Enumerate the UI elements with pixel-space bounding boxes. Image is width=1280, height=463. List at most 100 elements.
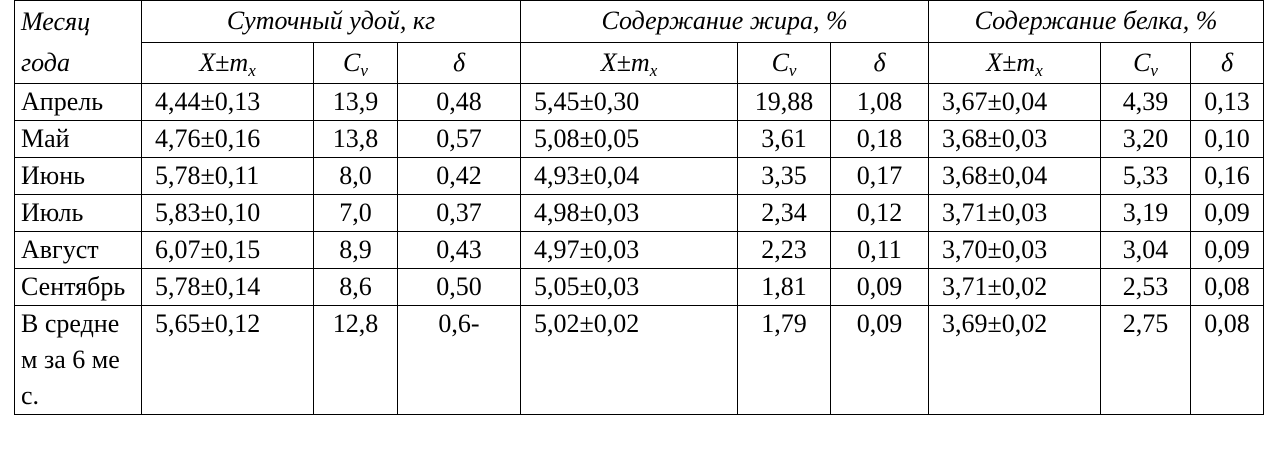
- subheader-sub: x: [649, 60, 658, 80]
- data-table: Месяц года Суточный удой, кг Содержание жи…: [14, 0, 1265, 415]
- cell: 0,09: [1190, 231, 1265, 269]
- cell: 3,68±0,04: [928, 157, 1102, 195]
- cell: 0,11: [830, 231, 930, 269]
- cell: 4,98±0,03: [520, 194, 739, 232]
- cell: 5,78±0,14: [141, 268, 314, 306]
- subheader: X±mx: [141, 41, 314, 84]
- cell: 5,83±0,10: [141, 194, 314, 232]
- cell: 3,67±0,04: [928, 83, 1102, 121]
- table-row: Июль 5,83±0,10 7,0 0,37 4,98±0,03 2,34 0,12 3,7…: [14, 194, 1265, 232]
- cell: 12,8: [313, 305, 398, 415]
- cell: 5,02±0,02: [520, 305, 739, 415]
- cell: 0,12: [830, 194, 930, 232]
- group-header: Суточный удой, кг: [140, 0, 522, 43]
- cell: 4,76±0,16: [141, 120, 314, 158]
- cell: 0,08: [1190, 305, 1265, 415]
- cell: 0,43: [396, 231, 522, 269]
- cell: 0,6-: [396, 305, 522, 415]
- cell: 4,44±0,13: [141, 83, 314, 121]
- subheader-main: C: [1133, 47, 1151, 77]
- cell: 3,68±0,03: [928, 120, 1102, 158]
- cell: 5,78±0,11: [141, 157, 314, 195]
- cell: 0,13: [1190, 83, 1265, 121]
- cell: 5,05±0,03: [520, 268, 739, 306]
- header-row: Месяц года Суточный удой, кг Содержание жи…: [14, 0, 1265, 84]
- cell: 0,08: [1190, 268, 1265, 306]
- cell: 5,08±0,05: [520, 120, 739, 158]
- table-row: Май 4,76±0,16 13,8 0,57 5,08±0,05 3,61 0,18 3,6…: [14, 120, 1265, 158]
- cell: 4,93±0,04: [520, 157, 739, 195]
- cell: 8,9: [313, 231, 398, 269]
- table-row: Август 6,07±0,15 8,9 0,43 4,97±0,03 2,23 0,11 3…: [14, 231, 1265, 269]
- table-header: Месяц года Суточный удой, кг Содержание жи…: [14, 0, 1265, 84]
- subheader-row: X±mx Cv δ X±mx Cv δ X±mx Cv δ: [15, 41, 1265, 84]
- cell: 5,45±0,30: [520, 83, 739, 121]
- row-label: Июнь: [14, 157, 142, 195]
- row-label: Июль: [14, 194, 142, 232]
- row-label: Август: [14, 231, 142, 269]
- cell: 1,81: [737, 268, 832, 306]
- cell: 5,33: [1100, 157, 1192, 195]
- cell: 0,09: [1190, 194, 1265, 232]
- cell: 3,70±0,03: [928, 231, 1102, 269]
- subheader-sub: v: [1150, 60, 1158, 80]
- cell: 7,0: [313, 194, 398, 232]
- subheader-sub: x: [248, 60, 256, 80]
- cell: 13,8: [313, 120, 398, 158]
- subheader-main: δ: [452, 47, 466, 77]
- cell: 0,16: [1190, 157, 1265, 195]
- cell: 8,6: [313, 268, 398, 306]
- cell: 5,65±0,12: [141, 305, 314, 415]
- table-row: Апрель 4,44±0,13 13,9 0,48 5,45±0,30 19,88 1,0…: [14, 83, 1265, 121]
- cell: 0,10: [1190, 120, 1265, 158]
- row-label: Сентябрь: [14, 268, 142, 306]
- table-row: Июнь 5,78±0,11 8,0 0,42 4,93±0,04 3,35 0,17 3,6…: [14, 157, 1265, 195]
- cell: 0,37: [396, 194, 522, 232]
- subheader: X±mx: [520, 41, 739, 84]
- subheader-sub: x: [1035, 60, 1043, 80]
- subheader: X±mx: [928, 41, 1102, 84]
- subheader-main: δ: [1220, 47, 1234, 77]
- subheader: δ: [396, 41, 522, 84]
- subheader-main: X±m: [199, 47, 249, 77]
- cell: 13,9: [313, 83, 398, 121]
- month-header: Месяц года: [14, 0, 142, 84]
- cell: 3,71±0,03: [928, 194, 1102, 232]
- subheader-main: C: [771, 47, 789, 77]
- cell: 2,53: [1100, 268, 1192, 306]
- cell: 3,35: [737, 157, 832, 195]
- subheader-sub: v: [360, 60, 368, 80]
- table-row: Сентябрь 5,78±0,14 8,6 0,50 5,05±0,03 1,81 0,0…: [14, 268, 1265, 306]
- cell: 0,09: [830, 305, 930, 415]
- cell: 0,48: [396, 83, 522, 121]
- cell: 0,09: [830, 268, 930, 306]
- group-header: Содержание жира, %: [520, 0, 930, 43]
- cell: 0,57: [396, 120, 522, 158]
- cell: 1,08: [830, 83, 930, 121]
- cell: 1,79: [737, 305, 832, 415]
- cell: 3,20: [1100, 120, 1192, 158]
- cell: 4,39: [1100, 83, 1192, 121]
- cell: 8,0: [313, 157, 398, 195]
- row-label: Апрель: [14, 83, 142, 121]
- cell: 3,19: [1100, 194, 1192, 232]
- subheader: δ: [830, 41, 930, 84]
- subheader: Cv: [313, 41, 398, 84]
- row-label: Май: [14, 120, 142, 158]
- cell: 19,88: [737, 83, 832, 121]
- group-header: Содержание белка, %: [928, 0, 1265, 43]
- subheader: Cv: [1100, 41, 1192, 84]
- subheader: δ: [1190, 41, 1265, 84]
- cell: 0,17: [830, 157, 930, 195]
- cell: 6,07±0,15: [141, 231, 314, 269]
- cell: 0,50: [396, 268, 522, 306]
- cell: 2,23: [737, 231, 832, 269]
- subheader-main: C: [343, 47, 361, 77]
- cell: 0,42: [396, 157, 522, 195]
- cell: 2,34: [737, 194, 832, 232]
- row-label: В среднем за 6 мес.: [14, 305, 142, 415]
- subheader-main: X±m: [986, 47, 1036, 77]
- cell: 2,75: [1100, 305, 1192, 415]
- subheader-sub: v: [788, 60, 797, 80]
